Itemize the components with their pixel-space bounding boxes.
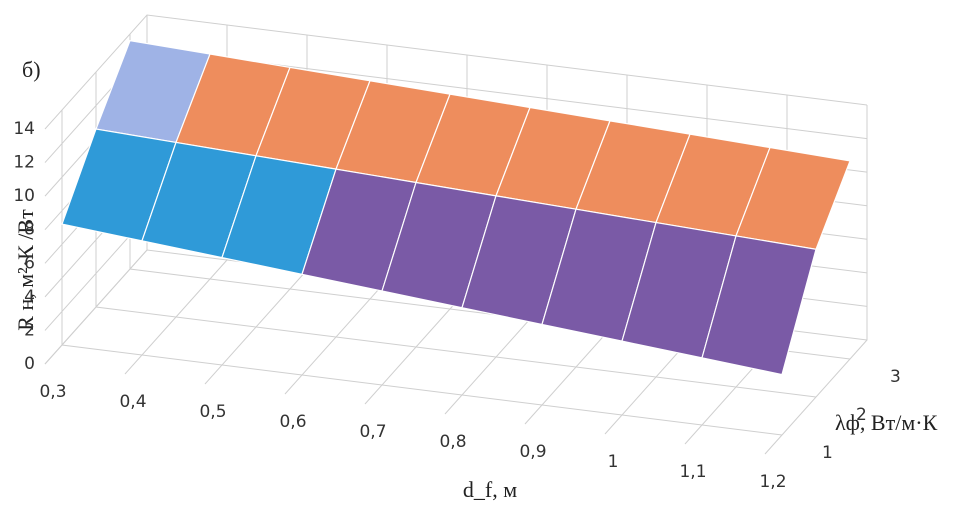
y-tick-label: 2: [24, 320, 35, 340]
x-tick-label: 0,6: [279, 412, 306, 432]
grid-line: [764, 105, 868, 455]
y-tick-label: 8: [24, 220, 35, 240]
y-axis-label: R н, м²·К /Вт: [13, 209, 38, 331]
x-tick-label: 0,8: [439, 432, 466, 452]
x-tick-label: 0,7: [359, 422, 386, 442]
depth-axis-label: λф, Вт/м·К: [835, 410, 938, 435]
grid-line: [61, 110, 783, 436]
x-tick-label: 0,9: [519, 442, 546, 462]
depth-tick-label: 3: [890, 367, 901, 387]
x-tick-label: 1,2: [759, 472, 786, 492]
x-tick-label: 0,3: [39, 382, 66, 402]
y-tick-label: 14: [13, 119, 35, 139]
surface-patch: [701, 235, 817, 376]
y-tick-label: 12: [13, 153, 35, 173]
depth-tick-label: 2: [856, 405, 867, 425]
y-tick-label: 4: [24, 287, 35, 307]
depth-tick-label: 1: [822, 443, 833, 463]
x-tick-label: 1: [608, 452, 619, 472]
x-tick-label: 0,5: [199, 402, 226, 422]
y-tick-label: 10: [13, 186, 35, 206]
y-tick-label: 6: [24, 253, 35, 273]
x-tick-label: 0,4: [119, 392, 146, 412]
x-axis-label: d_f, м: [463, 477, 517, 502]
y-tick-label: 0: [24, 354, 35, 374]
x-tick-label: 1,1: [679, 462, 706, 482]
panel-label: б): [22, 57, 41, 82]
